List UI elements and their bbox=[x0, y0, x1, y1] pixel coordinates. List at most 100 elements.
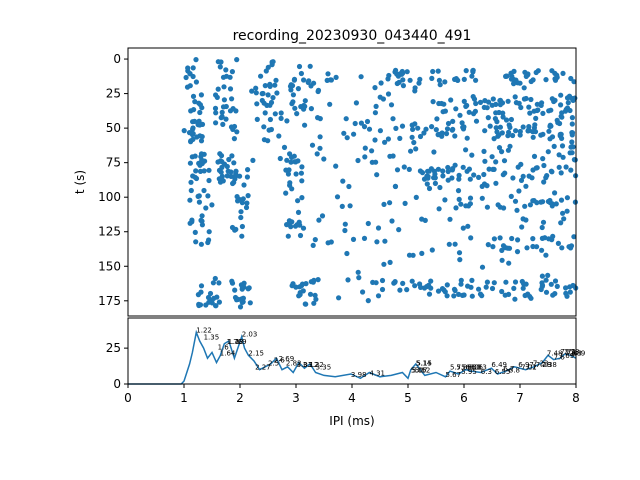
raster-point bbox=[394, 167, 401, 173]
raster-point bbox=[505, 98, 511, 104]
raster-point bbox=[452, 133, 458, 139]
raster-point bbox=[345, 277, 351, 283]
raster-point bbox=[233, 108, 239, 114]
raster-point bbox=[546, 128, 552, 134]
raster-point bbox=[288, 82, 294, 88]
raster-point bbox=[471, 111, 477, 117]
raster-point bbox=[239, 233, 245, 239]
raster-point bbox=[559, 245, 565, 251]
raster-point bbox=[400, 280, 406, 286]
raster-point bbox=[404, 69, 410, 75]
raster-point bbox=[239, 223, 245, 230]
raster-point bbox=[198, 92, 204, 98]
raster-point bbox=[287, 180, 293, 186]
raster-point bbox=[461, 98, 467, 104]
raster-point bbox=[458, 277, 464, 283]
raster-point bbox=[199, 134, 205, 140]
raster-point bbox=[284, 118, 290, 124]
raster-point bbox=[479, 264, 486, 270]
raster-point bbox=[227, 86, 234, 92]
raster-point bbox=[484, 279, 490, 285]
raster-point bbox=[466, 166, 472, 172]
raster-point bbox=[233, 168, 239, 174]
peak-annotation: 5.12 bbox=[415, 367, 431, 375]
raster-point bbox=[212, 105, 219, 111]
raster-point bbox=[373, 103, 379, 109]
raster-point bbox=[539, 224, 545, 231]
raster-point bbox=[312, 237, 318, 243]
raster-point bbox=[211, 295, 217, 301]
raster-point bbox=[485, 242, 491, 248]
raster-point bbox=[437, 184, 443, 191]
raster-point bbox=[559, 135, 565, 141]
histogram-x-tick-label: 7 bbox=[516, 391, 524, 405]
raster-point bbox=[302, 98, 308, 104]
raster-point bbox=[540, 110, 546, 116]
raster-point bbox=[499, 247, 505, 253]
raster-point bbox=[361, 235, 368, 241]
raster-point bbox=[467, 176, 473, 182]
raster-point bbox=[303, 281, 309, 287]
raster-point bbox=[497, 235, 503, 241]
raster-point bbox=[507, 124, 513, 130]
raster-point bbox=[562, 108, 569, 114]
raster-point bbox=[434, 116, 440, 122]
peak-annotation: 1.9 bbox=[236, 338, 247, 346]
raster-point bbox=[388, 102, 395, 108]
raster-point bbox=[353, 100, 359, 106]
raster-point bbox=[191, 107, 197, 113]
raster-point bbox=[193, 79, 199, 85]
raster-point bbox=[571, 234, 577, 240]
raster-point bbox=[481, 148, 487, 154]
histogram-y-tick-label: 0 bbox=[113, 377, 121, 391]
raster-point bbox=[569, 121, 575, 127]
raster-point bbox=[299, 178, 305, 184]
ipi-density-line bbox=[128, 329, 577, 385]
raster-point bbox=[481, 171, 487, 178]
raster-point bbox=[441, 287, 447, 293]
raster-point bbox=[193, 239, 199, 245]
raster-point bbox=[520, 124, 526, 130]
raster-point bbox=[446, 241, 452, 247]
raster-point bbox=[445, 164, 451, 171]
raster-point bbox=[517, 80, 523, 86]
raster-point bbox=[556, 152, 562, 158]
raster-point bbox=[546, 236, 552, 242]
histogram-x-tick-label: 3 bbox=[292, 391, 300, 405]
raster-point bbox=[333, 163, 339, 169]
raster-point bbox=[314, 151, 320, 157]
raster-point bbox=[493, 101, 499, 107]
raster-point bbox=[500, 243, 507, 249]
raster-point bbox=[245, 193, 251, 199]
raster-point bbox=[555, 240, 562, 246]
raster-points bbox=[181, 57, 579, 310]
peak-annotation: 1.64 bbox=[220, 349, 236, 357]
raster-point bbox=[321, 156, 327, 162]
raster-point bbox=[497, 124, 503, 130]
raster-point bbox=[247, 300, 253, 306]
raster-point bbox=[197, 162, 203, 168]
raster-point bbox=[266, 127, 272, 133]
raster-point bbox=[206, 177, 212, 184]
raster-point bbox=[361, 124, 368, 130]
raster-point bbox=[432, 180, 438, 186]
peak-annotation: 7.1 bbox=[526, 364, 537, 372]
raster-point bbox=[404, 287, 410, 293]
raster-point bbox=[283, 190, 289, 196]
peak-annotation: 5.95 bbox=[461, 368, 477, 376]
raster-point bbox=[387, 200, 393, 206]
raster-point bbox=[197, 109, 203, 116]
peak-annotation: 7.28 bbox=[536, 361, 552, 369]
raster-point bbox=[297, 292, 303, 298]
raster-point bbox=[533, 165, 539, 171]
raster-point bbox=[210, 280, 216, 286]
raster-point bbox=[253, 85, 259, 91]
raster-point bbox=[400, 83, 406, 89]
raster-point bbox=[560, 210, 566, 216]
raster-point bbox=[231, 160, 237, 166]
raster-point bbox=[451, 286, 458, 292]
raster-point bbox=[185, 65, 191, 71]
raster-point bbox=[298, 70, 304, 77]
raster-point bbox=[270, 95, 276, 101]
raster-point bbox=[192, 118, 198, 124]
